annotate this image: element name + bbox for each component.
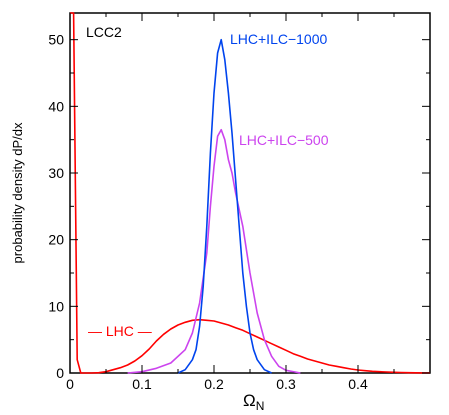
y-tick-label: 20 [48, 232, 64, 248]
x-tick-label: 0.4 [348, 376, 368, 392]
y-axis: 0 10 20 30 40 50 [48, 32, 430, 381]
x-tick-label: 0.3 [276, 376, 296, 392]
x-axis: 0 0.1 0.2 0.3 0.4 [66, 13, 395, 392]
series-label-lhc-ilc-500: LHC+ILC−500 [239, 132, 329, 148]
series-label-lhc: — LHC — [88, 323, 152, 339]
series-layer [70, 12, 430, 374]
y-tick-label: 0 [56, 365, 64, 381]
series-line-lhc [70, 12, 430, 374]
y-tick-label: 50 [48, 32, 64, 48]
y-tick-label: 30 [48, 165, 64, 181]
panel-label: LCC2 [86, 24, 122, 40]
x-axis-title: ΩN [243, 391, 264, 413]
x-axis-title-subscript: N [256, 399, 265, 413]
y-axis-title: probability density dP/dx [10, 122, 25, 263]
y-tick-label: 10 [48, 298, 64, 314]
x-tick-label: 0.1 [132, 376, 152, 392]
series-line-lhc-ilc-1000 [177, 38, 272, 374]
x-tick-label: 0.2 [204, 376, 224, 392]
series-line-lhc-ilc-500 [127, 128, 301, 374]
x-axis-title-main: Ω [243, 391, 256, 410]
y-tick-label: 40 [48, 98, 64, 114]
series-label-lhc-ilc-1000: LHC+ILC−1000 [230, 31, 328, 47]
plot-frame [69, 12, 431, 374]
x-tick-label: 0 [66, 376, 74, 392]
